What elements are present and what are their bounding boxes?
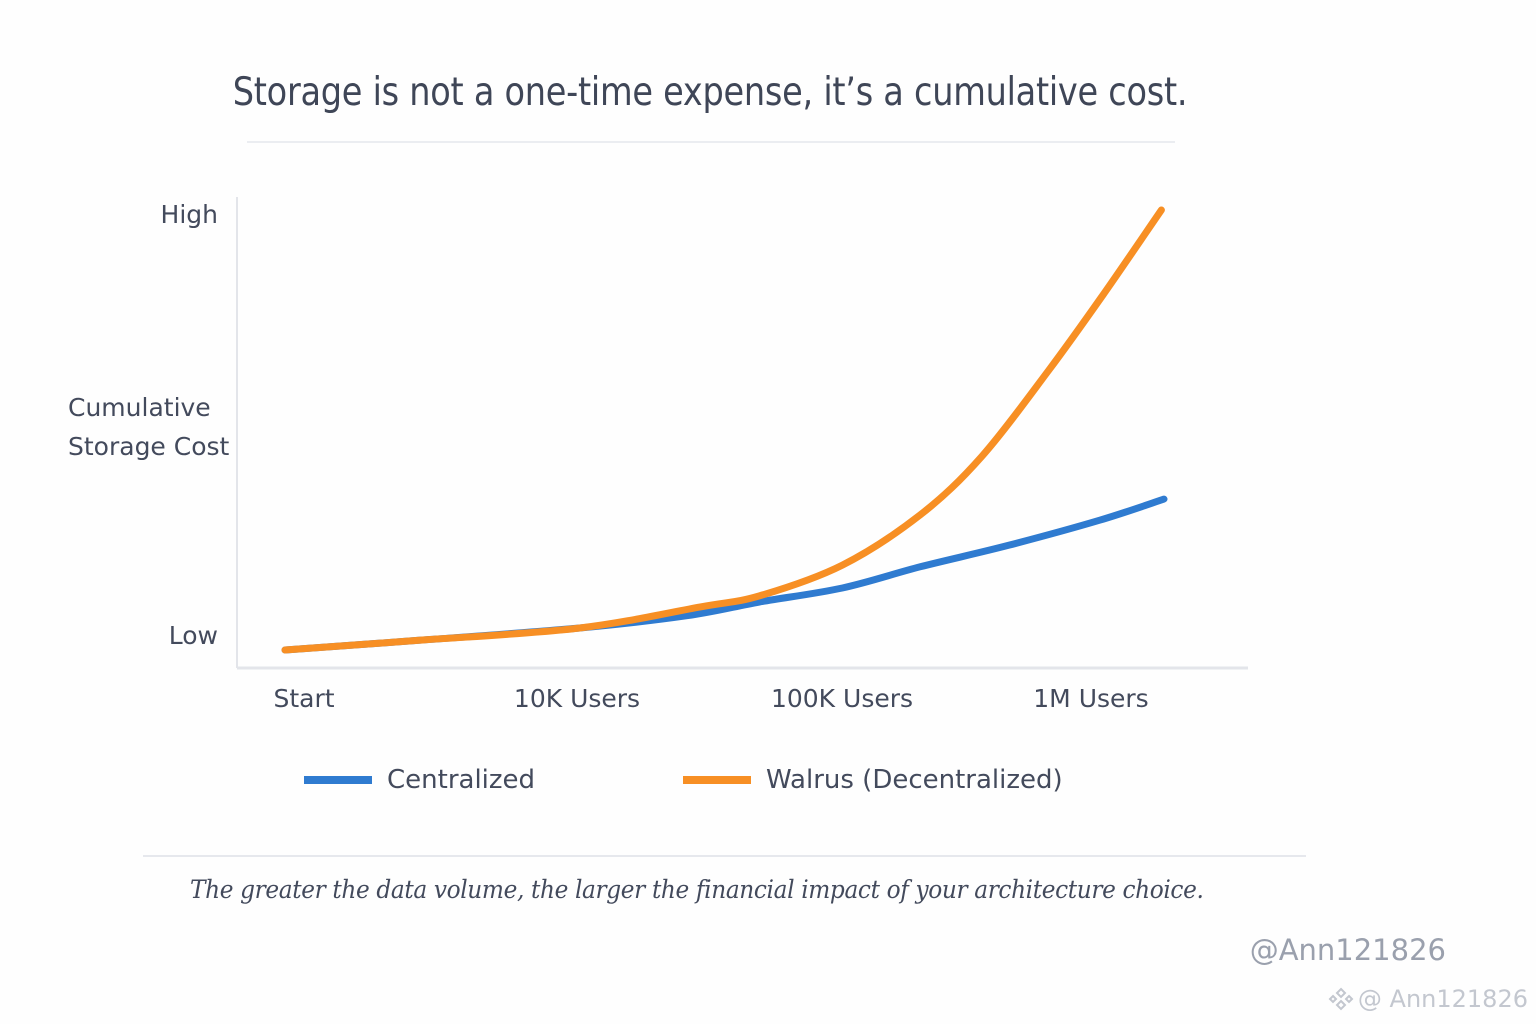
watermark-handle: @Ann121826 [1249,933,1446,967]
legend: Centralized Walrus (Decentralized) [0,765,1536,805]
binance-logo-icon [1328,987,1354,1011]
legend-swatch-walrus [683,776,751,784]
watermark-platform-handle: @ Ann121826 [1357,985,1528,1013]
x-tick-label-1m: 1M Users [1033,684,1149,713]
y-axis-title-line-2: Storage Cost [68,432,230,461]
series-line-walrus [281,206,1165,654]
y-axis-title: Cumulative Storage Cost [68,388,229,466]
chart-caption: The greater the data volume, the larger … [190,875,1204,904]
watermark-platform: @ Ann121826 [1328,985,1528,1013]
x-tick-label-10k: 10K Users [513,684,641,713]
footer-divider [143,855,1306,857]
legend-label-walrus: Walrus (Decentralized) [766,765,1063,795]
series-layer [281,206,1168,654]
series-line-centralized [281,495,1168,654]
title-divider [247,141,1175,143]
y-tick-label-high: High [160,200,218,229]
legend-item-centralized: Centralized [304,765,535,795]
chart-title: Storage is not a one-time expense, it’s … [232,70,1188,115]
x-tick-label-100k: 100K Users [770,684,914,713]
y-axis-title-line-1: Cumulative [68,393,211,422]
legend-label-centralized: Centralized [387,765,536,795]
y-tick-label-low: Low [168,621,218,650]
x-tick-label-start: Start [273,684,335,713]
legend-item-walrus: Walrus (Decentralized) [683,765,1063,795]
legend-swatch-centralized [304,776,372,784]
